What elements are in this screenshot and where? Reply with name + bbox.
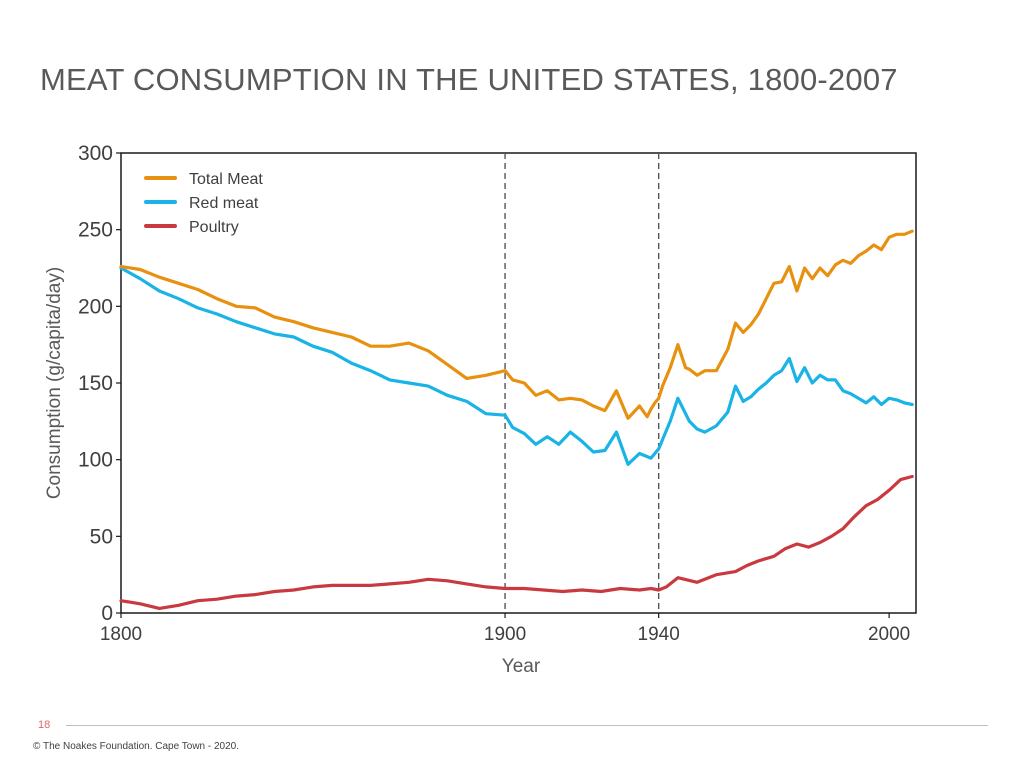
y-tick-label: 200 [78, 295, 113, 318]
page-number: 18 [38, 719, 51, 731]
x-tick-label: 2000 [868, 624, 910, 645]
x-tick-label: 1900 [484, 624, 526, 645]
series-line-red-meat [119, 266, 914, 466]
reference-lines [504, 153, 660, 613]
y-tick-label: 300 [78, 142, 113, 165]
series-line-poultry [119, 474, 914, 611]
x-tick-label: 1800 [100, 624, 142, 645]
x-axis-title: Year [502, 656, 541, 677]
legend-label: Total Meat [189, 171, 263, 188]
y-axis: 0 50 100 150 200 250 300 [78, 142, 121, 625]
y-tick-label: 100 [78, 449, 113, 472]
slide-title: MEAT CONSUMPTION IN THE UNITED STATES, 1… [40, 62, 898, 97]
y-tick-label: 0 [101, 602, 113, 625]
y-tick-label: 50 [90, 525, 113, 548]
y-tick-label: 250 [78, 219, 113, 242]
y-axis-title: Consumption (g/capita/day) [44, 267, 65, 499]
footer-divider [66, 725, 988, 726]
series-line-total-meat [119, 229, 914, 420]
legend-label: Poultry [189, 219, 239, 236]
y-tick-label: 150 [78, 372, 113, 395]
x-axis: 1800 1900 1940 2000 [100, 613, 910, 645]
footer-copyright: © The Noakes Foundation. Cape Town - 202… [33, 741, 240, 752]
series-lines [119, 229, 914, 611]
legend: Total Meat Red meat Poultry [144, 171, 263, 236]
x-tick-label: 1940 [638, 624, 680, 645]
legend-label: Red meat [189, 195, 259, 212]
